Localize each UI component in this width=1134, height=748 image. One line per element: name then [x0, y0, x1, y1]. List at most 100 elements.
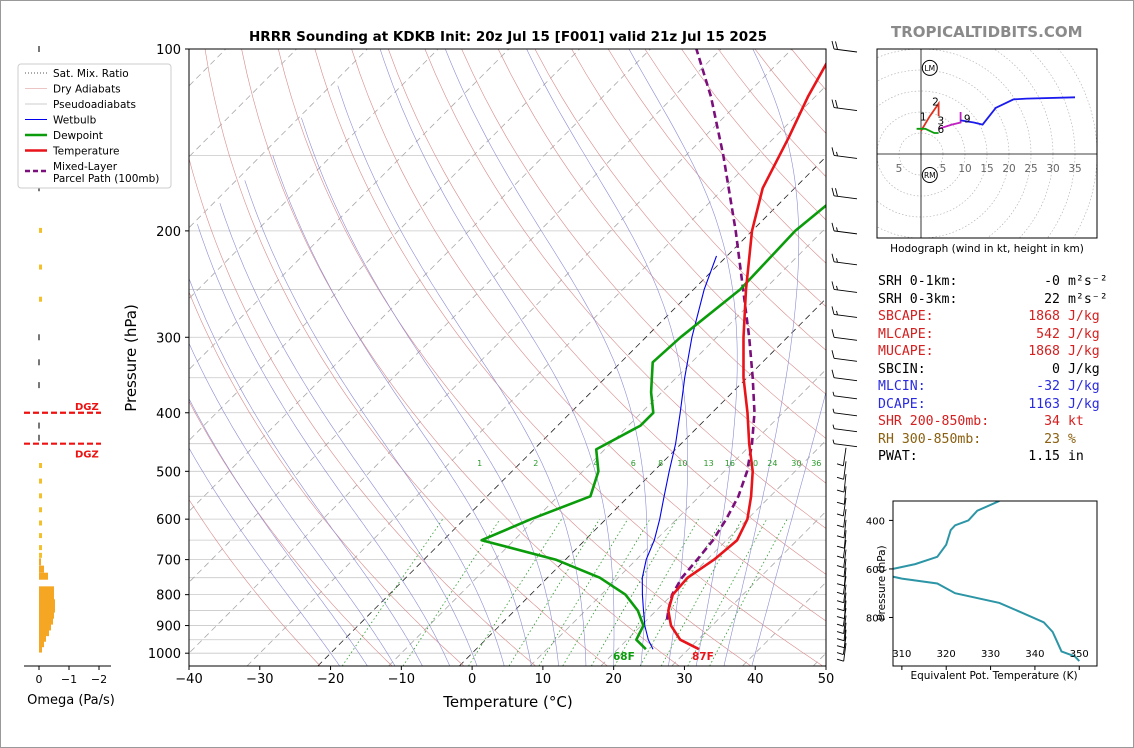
stat-row: SHR 200-850mb: 34 kt: [878, 413, 1108, 431]
stat-row: RH 300-850mb: 23 %: [878, 431, 1108, 449]
dry-adiabat: [497, 49, 826, 439]
omega-bar: [39, 463, 42, 469]
wind-barb-shaft: [842, 576, 847, 595]
omega-bar: [38, 334, 40, 341]
pseudoadiabat: [526, 49, 689, 666]
isotherm-line: [189, 49, 510, 371]
wetbulb-line: [641, 255, 718, 650]
wind-barb-flag: [831, 222, 835, 231]
stat-label: MLCIN:: [878, 379, 926, 394]
stat-value: -32: [1036, 379, 1060, 394]
theta-e-line: [893, 501, 1081, 662]
omega-bar: [39, 478, 42, 484]
omega-bar: [39, 296, 42, 302]
wind-barb-shaft: [843, 530, 847, 549]
stat-label: SRH 0-3km:: [878, 291, 958, 307]
dry-adiabat: [189, 498, 321, 666]
stat-label: RH 300-850mb:: [878, 431, 982, 447]
pseudoadiabat: [628, 49, 738, 666]
wind-barb-flag: [836, 623, 844, 627]
stat-label: SHR 200-850mb:: [878, 414, 990, 429]
wind-barb-flag: [836, 476, 844, 480]
wind-barb-half: [836, 227, 838, 232]
skewt-axes: −40 −30 −20 −10 0 10 20 30 40 50 100 200 300 400 500 60…: [148, 43, 834, 687]
mixing-ratio-label: 2: [533, 459, 538, 468]
wind-barb-flag: [836, 631, 844, 634]
omega-bar: [39, 572, 48, 580]
omega-bar: [38, 434, 40, 441]
wind-barb-shaft: [843, 486, 847, 505]
x-tick-label: 0: [468, 672, 476, 687]
wind-barb-shaft: [842, 539, 847, 559]
wind-barb-flag: [836, 608, 845, 612]
dry-adiabat: [314, 49, 823, 666]
wind-barb-shaft: [833, 154, 858, 159]
theta-e-y-tick-label: 400: [866, 516, 885, 527]
dry-adiabat: [388, 49, 826, 575]
omega-bar: [39, 227, 42, 233]
brand-watermark: TROPICALTIDBITS.COM: [891, 23, 1083, 41]
stat-row: PWAT: 1.15 in: [878, 448, 1108, 466]
x-tick-label: 40: [747, 672, 764, 687]
wind-barb-flag: [835, 41, 838, 50]
y-tick-label: 1000: [148, 647, 181, 662]
omega-bar: [39, 493, 42, 499]
mixing-ratio-line: [341, 518, 444, 666]
theta-e-x-tick-label: 310: [892, 649, 911, 660]
wind-barb-half: [836, 258, 838, 263]
dewpoint-line: [480, 203, 826, 651]
dry-adiabat: [607, 49, 826, 308]
wind-barb-flag: [835, 188, 838, 197]
pseudoadiabat: [189, 342, 396, 666]
wind-barb-shaft: [833, 230, 858, 235]
legend-box: [17, 63, 172, 189]
theta-e-x-tick-label: 320: [937, 649, 956, 660]
y-tick-label: 400: [156, 407, 181, 422]
stat-row: SRH 0-1km: -0 m²s⁻²: [878, 273, 1108, 291]
mixing-ratio-line: [687, 519, 768, 666]
wind-barb-flag: [836, 545, 845, 549]
surface-temperature-label: 87F: [692, 651, 714, 663]
omega-bar: [39, 533, 42, 539]
wind-barb-shaft: [843, 509, 847, 528]
hodograph-ring-label: 30: [1046, 163, 1059, 175]
stat-value: 0: [1052, 361, 1060, 377]
stat-value: -0: [1044, 274, 1060, 289]
isotherm-line: [388, 227, 826, 666]
wind-barb-flag: [836, 658, 844, 662]
temperature-line: [666, 61, 826, 651]
hodograph-height-label: 1: [920, 111, 927, 123]
storm-motion-marker: [921, 167, 938, 183]
skewt-ylabel: Pressure (hPa): [122, 304, 140, 412]
omega-bar: [39, 565, 44, 573]
hodograph-trace: [916, 127, 939, 134]
hodograph-plot: [877, 49, 1097, 238]
wind-barb-half: [832, 424, 835, 429]
stat-label: PWAT:: [878, 449, 918, 464]
wind-barb-shaft: [833, 48, 858, 53]
x-tick-label: 20: [605, 672, 622, 687]
stat-unit: kt: [1060, 414, 1084, 429]
dry-adiabat: [241, 49, 680, 666]
dry-adiabat: [461, 49, 826, 484]
stat-value: 1868: [1028, 309, 1060, 324]
wind-barb-shaft: [842, 636, 847, 655]
wind-barb-flag: [831, 350, 835, 359]
stat-unit: m²s⁻²: [1060, 274, 1108, 289]
mixing-ratio-label: 24: [767, 459, 777, 468]
theta-e-xlabel: Equivalent Pot. Temperature (K): [910, 670, 1077, 682]
omega-bar: [38, 359, 40, 366]
mixing-ratio-label: 8: [658, 459, 663, 468]
omega-bar: [39, 520, 42, 526]
wind-barb-flag: [836, 513, 844, 517]
stats-table: SRH 0-1km: -0 m²s⁻² SRH 0-3km: 22 m²s⁻² SBCA…: [878, 273, 1108, 466]
wind-barb-shaft: [843, 461, 847, 480]
dry-adiabat: [424, 49, 826, 529]
skewt-plot-frame: [188, 48, 827, 667]
wind-barb-flag: [831, 147, 835, 156]
pseudoadiabat: [723, 49, 800, 666]
theta-e-y-tick-label: 800: [866, 613, 885, 624]
omega-bar: [39, 623, 51, 631]
wind-barb-flag: [836, 565, 844, 569]
stat-unit: J/kg: [1060, 379, 1100, 394]
